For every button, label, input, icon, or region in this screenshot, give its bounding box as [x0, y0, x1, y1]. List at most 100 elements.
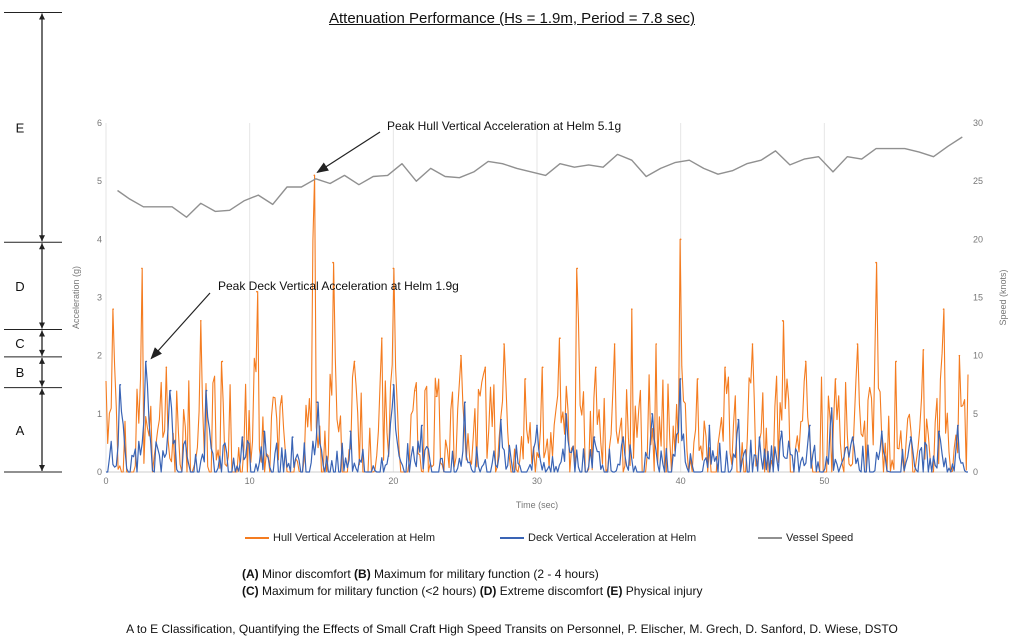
hull-peak-point: [484, 366, 487, 369]
hull-peak-point: [200, 319, 202, 322]
source-caption: A to E Classification, Quantifying the E…: [126, 622, 898, 636]
class-c-code: (C): [242, 584, 259, 598]
y-left-tick-label: 2: [97, 351, 102, 361]
band-arrow-head: [39, 13, 45, 20]
hull-peak-point: [895, 360, 897, 363]
hull-peak-point: [332, 261, 334, 264]
hull-peak-point: [942, 308, 945, 310]
y-left-tick-label: 0: [97, 467, 102, 477]
hull-peak-point: [751, 343, 754, 345]
deck-peak-point: [241, 436, 244, 438]
y-left-axis-label: Acceleration (g): [71, 266, 81, 329]
deck-peak-point: [881, 430, 883, 433]
y-right-tick-label: 0: [973, 467, 978, 477]
deck-peak-point: [909, 436, 912, 438]
deck-peak-point: [536, 424, 538, 427]
x-tick-label: 30: [532, 476, 542, 486]
annotation-deck-peak: Peak Deck Vertical Acceleration at Helm …: [218, 279, 459, 293]
hull-peak-point: [256, 290, 258, 293]
band-label-a: A: [16, 423, 25, 438]
classification-key: (A) Minor discomfort (B) Maximum for mil…: [242, 566, 702, 600]
hull-peak-point: [697, 378, 699, 380]
deck-peak-point: [564, 413, 567, 415]
deck-peak-point: [852, 436, 854, 438]
band-arrow-head: [39, 380, 45, 387]
hull-peak-point: [280, 401, 283, 404]
y-left-tick-label: 3: [97, 293, 102, 303]
hull-peak-point: [922, 349, 925, 351]
hull-peak-point: [613, 343, 616, 345]
annotation-hull-peak: Peak Hull Vertical Acceleration at Helm …: [387, 119, 621, 133]
band-arrow-head: [39, 388, 45, 395]
deck-peak-point: [500, 418, 502, 421]
legend-swatch: [500, 537, 524, 539]
hull-peak-point: [392, 267, 395, 270]
class-a-text: Minor discomfort: [258, 567, 355, 581]
x-tick-label: 50: [819, 476, 829, 486]
legend-label: Hull Vertical Acceleration at Helm: [273, 532, 436, 544]
hull-peak-point: [655, 343, 658, 345]
hull-peak-point: [958, 354, 961, 357]
deck-peak-point: [679, 378, 682, 380]
class-e-text: Physical injury: [622, 584, 703, 598]
deck-peak-point: [809, 424, 811, 427]
hull-peak-point: [679, 238, 682, 241]
class-b-text: Maximum for military function (2 - 4 hou…: [370, 567, 599, 581]
deck-peak-point: [169, 389, 172, 392]
deck-peak-point: [737, 418, 739, 421]
legend-item: Hull Vertical Acceleration at Helm: [245, 532, 435, 544]
hull-peak-point: [460, 354, 462, 357]
class-d-text: Extreme discomfort: [496, 584, 607, 598]
annotation-deck-arrow: [150, 292, 211, 360]
legend-item: Vessel Speed: [758, 532, 853, 544]
class-c-text: Maximum for military function (<2 hours): [258, 584, 480, 598]
class-a-code: (A): [242, 567, 259, 581]
class-b-code: (B): [354, 567, 371, 581]
band-label-d: D: [15, 279, 24, 294]
hull-peak-point: [414, 389, 416, 392]
y-left-tick-label: 5: [97, 176, 102, 186]
hull-peak-point: [141, 267, 143, 270]
deck-peak-point: [938, 430, 941, 433]
chart-title: Attenuation Performance (Hs = 1.9m, Peri…: [328, 10, 695, 27]
deck-peak-point: [119, 383, 122, 386]
deck-peak-point: [421, 424, 423, 427]
deck-peak-point: [708, 424, 711, 427]
hull-peak-point: [503, 343, 505, 345]
band-arrow-head: [39, 243, 45, 250]
band-label-c: C: [15, 336, 24, 351]
hull-peak-point: [381, 337, 383, 340]
hull-peak-point: [524, 378, 527, 380]
band-arrow-head: [39, 349, 45, 356]
hull-peak-point: [353, 360, 356, 363]
deck-peak-point: [205, 389, 208, 392]
classification-line-1: (A) Minor discomfort (B) Maximum for mil…: [242, 566, 702, 583]
hull-peak-point: [631, 308, 633, 310]
y-right-tick-label: 5: [973, 409, 978, 419]
hull-peak-point: [856, 343, 859, 345]
hull-peak-point: [112, 308, 114, 310]
y-left-tick-label: 1: [97, 409, 102, 419]
hull-peak-point: [541, 366, 544, 369]
deck-peak-point: [957, 424, 959, 427]
hull-peak-point: [165, 366, 168, 369]
deck-peak-point: [291, 436, 294, 438]
band-arrow-head: [39, 322, 45, 329]
band-arrow-head: [39, 330, 45, 337]
deck-peak-point: [464, 401, 466, 404]
hull-peak-point: [595, 366, 597, 369]
band-arrow-head: [39, 465, 45, 471]
deck-peak-point: [263, 430, 265, 433]
y-left-tick-label: 6: [97, 118, 102, 128]
y-right-tick-label: 10: [973, 351, 983, 361]
legend-swatch: [758, 537, 782, 539]
x-tick-label: 0: [103, 476, 108, 486]
deck-peak-point: [758, 436, 761, 438]
legend-item: Deck Vertical Acceleration at Helm: [500, 532, 696, 544]
legend-label: Deck Vertical Acceleration at Helm: [528, 532, 697, 544]
classification-line-2: (C) Maximum for military function (<2 ho…: [242, 583, 702, 600]
hull-peak-point: [576, 267, 579, 270]
class-d-code: (D): [479, 584, 497, 598]
class-e-code: (E): [606, 584, 623, 598]
annotation-hull-arrow: [316, 131, 381, 173]
